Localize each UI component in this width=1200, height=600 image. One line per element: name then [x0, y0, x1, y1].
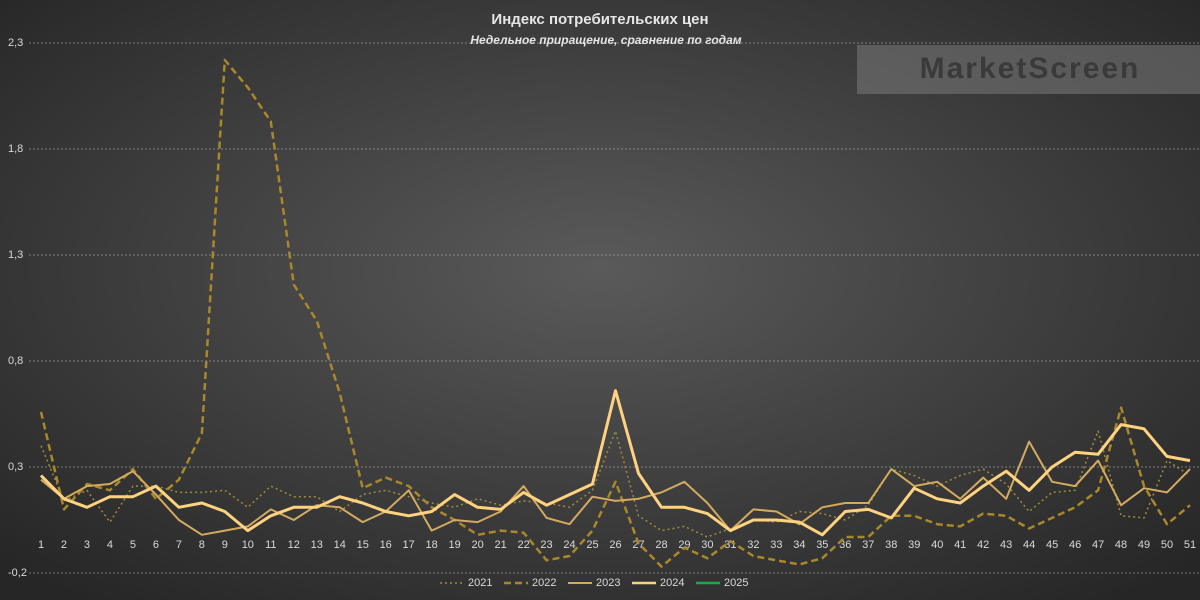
- x-tick-label: 7: [176, 539, 182, 551]
- x-tick-label: 11: [265, 539, 276, 551]
- chart-subtitle: Недельное приращение, сравнение по годам: [470, 33, 741, 47]
- legend-label: 2023: [596, 577, 620, 589]
- x-tick-label: 18: [426, 539, 438, 551]
- x-tick-label: 1: [38, 539, 44, 551]
- x-tick-label: 10: [242, 539, 254, 551]
- watermark: MarketScreen: [920, 52, 1141, 85]
- x-tick-label: 17: [403, 539, 415, 551]
- x-tick-label: 38: [885, 539, 897, 551]
- chart-title: Индекс потребительских цен: [491, 11, 708, 28]
- x-tick-label: 41: [954, 539, 966, 551]
- x-tick-label: 6: [153, 539, 159, 551]
- x-tick-label: 40: [931, 539, 943, 551]
- x-tick-label: 26: [609, 539, 621, 551]
- x-tick-label: 19: [449, 539, 461, 551]
- x-tick-label: 22: [517, 539, 529, 551]
- x-tick-label: 8: [199, 539, 205, 551]
- x-tick-label: 23: [540, 539, 552, 551]
- x-tick-label: 9: [222, 539, 228, 551]
- x-tick-label: 51: [1184, 539, 1196, 551]
- x-tick-label: 4: [107, 539, 113, 551]
- legend-label: 2021: [468, 577, 492, 589]
- x-tick-label: 33: [770, 539, 782, 551]
- y-tick-label: 0,8: [8, 355, 23, 367]
- y-tick-label: 2,3: [8, 37, 23, 49]
- x-tick-label: 49: [1138, 539, 1150, 551]
- x-tick-label: 47: [1092, 539, 1104, 551]
- x-tick-label: 3: [84, 539, 90, 551]
- x-tick-label: 14: [334, 539, 346, 551]
- x-tick-label: 48: [1115, 539, 1127, 551]
- x-tick-label: 44: [1023, 539, 1035, 551]
- x-tick-label: 15: [357, 539, 369, 551]
- x-tick-label: 36: [839, 539, 851, 551]
- x-tick-label: 2: [61, 539, 67, 551]
- watermark-box: [857, 45, 1200, 94]
- x-tick-label: 28: [655, 539, 667, 551]
- x-tick-label: 12: [288, 539, 300, 551]
- legend-label: 2024: [660, 577, 684, 589]
- x-tick-label: 43: [1000, 539, 1012, 551]
- x-tick-label: 42: [977, 539, 989, 551]
- x-tick-label: 50: [1161, 539, 1173, 551]
- x-tick-label: 39: [908, 539, 920, 551]
- x-tick-label: 21: [494, 539, 506, 551]
- x-tick-label: 16: [380, 539, 392, 551]
- x-tick-label: 46: [1069, 539, 1081, 551]
- x-tick-label: 20: [471, 539, 483, 551]
- y-tick-label: 1,8: [8, 143, 23, 155]
- x-tick-label: 37: [862, 539, 874, 551]
- y-tick-label: 1,3: [8, 249, 23, 261]
- legend-label: 2025: [724, 577, 748, 589]
- series-line: [40, 440, 1191, 536]
- x-tick-label: 30: [701, 539, 713, 551]
- x-tick-label: 5: [130, 539, 136, 551]
- y-tick-label: -0,2: [8, 567, 27, 579]
- x-tick-label: 24: [563, 539, 575, 551]
- x-tick-label: 34: [793, 539, 805, 551]
- x-tick-label: 45: [1046, 539, 1058, 551]
- legend-label: 2022: [532, 577, 556, 589]
- series-line: [39, 58, 1191, 568]
- x-tick-label: 35: [816, 539, 828, 551]
- series-line: [39, 389, 1191, 537]
- x-tick-label: 32: [747, 539, 759, 551]
- x-tick-label: 25: [586, 539, 598, 551]
- y-tick-label: 0,3: [8, 461, 23, 473]
- x-tick-label: 13: [311, 539, 323, 551]
